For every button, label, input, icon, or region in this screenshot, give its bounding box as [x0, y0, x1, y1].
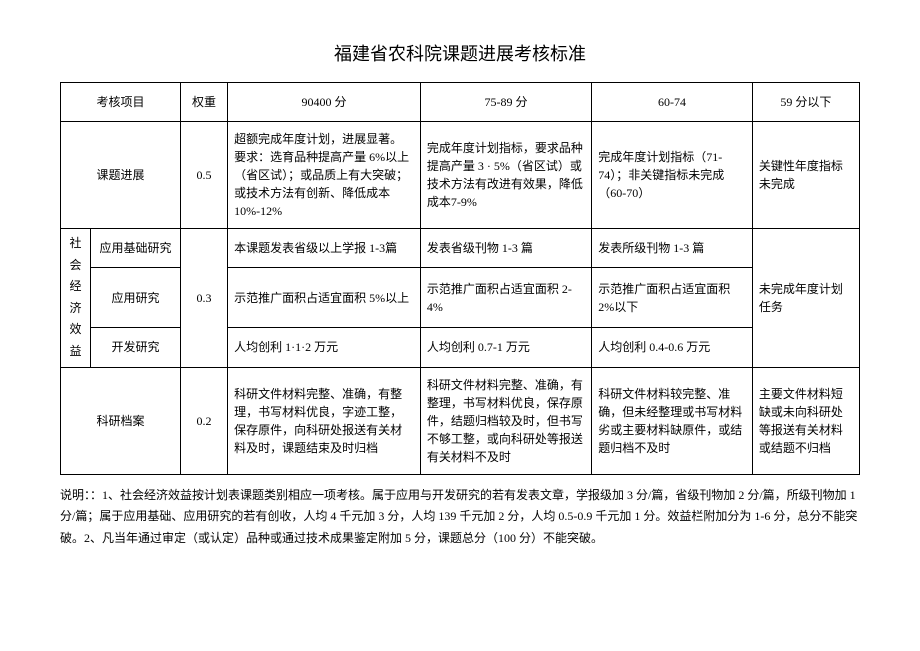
table-header-row: 考核项目 权重 90400 分 75-89 分 60-74 59 分以下	[61, 83, 860, 122]
table-row: 社 会 经 济 效 益 应用基础研究 0.3 本课题发表省级以上学报 1-3篇 …	[61, 229, 860, 268]
benefit-weight: 0.3	[180, 229, 227, 368]
header-item: 考核项目	[61, 83, 181, 122]
table-row: 开发研究 人均创利 1·1·2 万元 人均创利 0.7-1 万元 人均创利 0.…	[61, 328, 860, 367]
header-score59: 59 分以下	[752, 83, 859, 122]
benefit-sub1-label: 应用基础研究	[90, 229, 180, 268]
row-archive-c60: 科研文件材料较完整、准确，但未经整理或书写材料劣或主要材料缺原件，或结题归档不及…	[592, 367, 753, 474]
table-row: 科研档案 0.2 科研文件材料完整、准确，有整理，书写材料优良，字迹工整，保存原…	[61, 367, 860, 474]
benefit-sub2-c60: 示范推广面积占适宜面积 2%以下	[592, 268, 753, 328]
benefit-sub3-label: 开发研究	[90, 328, 180, 367]
assessment-table: 考核项目 权重 90400 分 75-89 分 60-74 59 分以下 课题进…	[60, 82, 860, 475]
benefit-sub1-c90: 本课题发表省级以上学报 1-3篇	[228, 229, 421, 268]
row-progress-c75: 完成年度计划指标，要求品种提高产量 3 · 5%（省区试）或技术方法有改进有效果…	[420, 122, 591, 229]
header-score75: 75-89 分	[420, 83, 591, 122]
benefit-sub3-c90: 人均创利 1·1·2 万元	[228, 328, 421, 367]
benefit-sub2-label: 应用研究	[90, 268, 180, 328]
header-weight: 权重	[180, 83, 227, 122]
header-score90: 90400 分	[228, 83, 421, 122]
page-title: 福建省农科院课题进展考核标准	[60, 40, 860, 66]
benefit-sub2-c90: 示范推广面积占适宜面积 5%以上	[228, 268, 421, 328]
row-progress-weight: 0.5	[180, 122, 227, 229]
row-archive-c75: 科研文件材料完整、准确，有整理，书写材料优良，保存原件，结题归档较及时，但书写不…	[420, 367, 591, 474]
header-score60: 60-74	[592, 83, 753, 122]
benefit-sub1-c75: 发表省级刊物 1-3 篇	[420, 229, 591, 268]
benefit-sub1-c60: 发表所级刊物 1-3 篇	[592, 229, 753, 268]
row-archive-weight: 0.2	[180, 367, 227, 474]
row-archive-label: 科研档案	[61, 367, 181, 474]
benefit-sub3-c60: 人均创利 0.4-0.6 万元	[592, 328, 753, 367]
row-progress-c90: 超额完成年度计划，进展显著。要求：选育品种提高产量 6%以上（省区试）；或品质上…	[228, 122, 421, 229]
row-progress-c59: 关键性年度指标未完成	[752, 122, 859, 229]
row-progress-c60: 完成年度计划指标（71-74）；非关键指标未完成（60-70）	[592, 122, 753, 229]
row-archive-c59: 主要文件材料短缺或未向科研处等报送有关材料或结题不归档	[752, 367, 859, 474]
benefit-c59: 未完成年度计划任务	[752, 229, 859, 368]
footnote: 说明：：1、社会经济效益按计划表课题类别相应一项考核。属于应用与开发研究的若有发…	[60, 485, 860, 550]
row-progress-label: 课题进展	[61, 122, 181, 229]
table-row: 课题进展 0.5 超额完成年度计划，进展显著。要求：选育品种提高产量 6%以上（…	[61, 122, 860, 229]
benefit-sub3-c75: 人均创利 0.7-1 万元	[420, 328, 591, 367]
table-row: 应用研究 示范推广面积占适宜面积 5%以上 示范推广面积占适宜面积 2-4% 示…	[61, 268, 860, 328]
row-archive-c90: 科研文件材料完整、准确，有整理，书写材料优良，字迹工整，保存原件，向科研处报送有…	[228, 367, 421, 474]
benefit-group-label: 社 会 经 济 效 益	[61, 229, 91, 368]
benefit-sub2-c75: 示范推广面积占适宜面积 2-4%	[420, 268, 591, 328]
